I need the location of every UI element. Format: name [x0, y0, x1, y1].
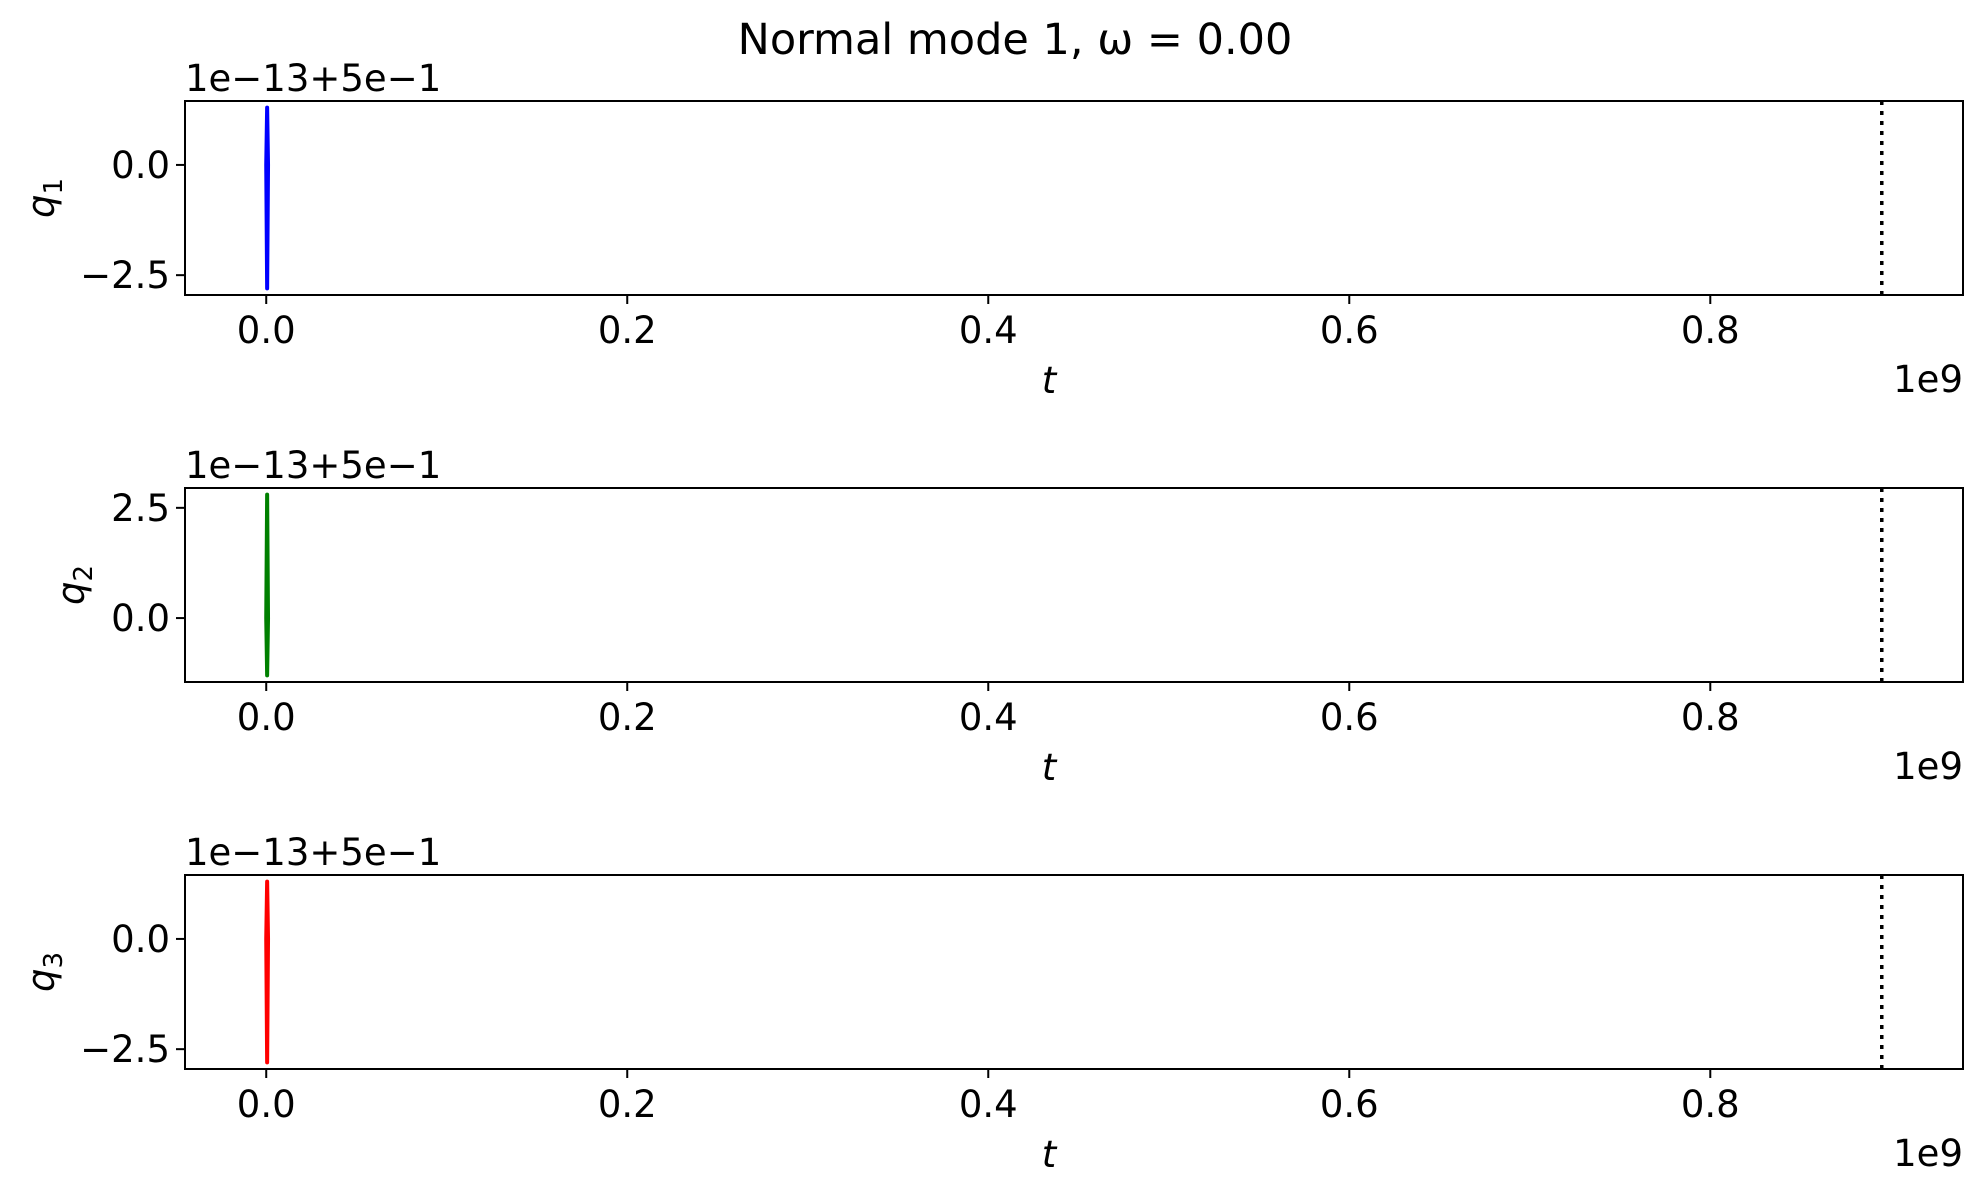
x-tick-label: 0.0	[237, 696, 296, 739]
y-tick-label: 2.5	[111, 487, 170, 530]
y-axis-label-base: q	[20, 969, 63, 993]
y-axis-label-subscript: 2	[69, 565, 99, 582]
axes-frame-q3	[184, 874, 1964, 1070]
x-tick-label: 0.6	[1320, 309, 1379, 352]
panel-q2: 0.0 0.2 0.4 0.6 0.8 2.5 0.0 1e−13+5e−1 1e9 t q2	[50, 444, 1964, 789]
y-offset-label: 1e−13+5e−1	[185, 57, 441, 100]
x-tick-label: 0.6	[1320, 1083, 1379, 1126]
figure-title: Normal mode 1, ω = 0.00	[738, 15, 1293, 65]
x-axis-label: t	[1042, 1133, 1058, 1176]
x-offset-label: 1e9	[1893, 1132, 1963, 1175]
axes-frame-q1	[184, 100, 1964, 296]
y-axis-label-subscript: 1	[39, 178, 69, 195]
axes-frame-q2	[184, 487, 1964, 683]
y-offset-label: 1e−13+5e−1	[185, 831, 441, 874]
x-tick-label: 0.2	[598, 696, 657, 739]
y-tick-label: −2.5	[80, 1028, 170, 1071]
x-axis-label: t	[1042, 359, 1058, 402]
x-tick-label: 0.4	[959, 696, 1018, 739]
x-tick-label: 0.0	[237, 1083, 296, 1126]
panel-q1: 0.0 0.2 0.4 0.6 0.8 0.0 −2.5 1e−13+5e−1 1e9 t q1	[20, 57, 1964, 402]
y-axis-label-subscript: 3	[39, 952, 69, 969]
y-axis-label-base: q	[20, 195, 63, 219]
y-axis-label-base: q	[50, 582, 93, 606]
x-axis-label: t	[1042, 746, 1058, 789]
x-offset-label: 1e9	[1893, 358, 1963, 401]
x-tick-label: 0.4	[959, 1083, 1018, 1126]
y-tick-label: −2.5	[80, 254, 170, 297]
y-offset-label: 1e−13+5e−1	[185, 444, 441, 487]
series-line-q3	[264, 879, 271, 1065]
panel-q3: 0.0 0.2 0.4 0.6 0.8 0.0 −2.5 1e−13+5e−1 1e9 t q3	[20, 831, 1964, 1176]
x-offset-label: 1e9	[1893, 745, 1963, 788]
x-tick-label: 0.0	[237, 309, 296, 352]
y-axis-label: q1	[20, 178, 69, 218]
series-line-q2	[264, 492, 271, 678]
x-tick-label: 0.2	[598, 309, 657, 352]
panels: 0.0 0.2 0.4 0.6 0.80.0−2.51e−13+5e−11e9tq10.…	[20, 57, 1964, 1176]
y-tick-label: 0.0	[111, 597, 170, 640]
y-tick-label: 0.0	[111, 918, 170, 961]
x-tick-label: 0.6	[1320, 696, 1379, 739]
x-tick-label: 0.8	[1681, 309, 1740, 352]
x-tick-label: 0.8	[1681, 1083, 1740, 1126]
y-axis-label: q2	[50, 565, 99, 605]
x-tick-label: 0.4	[959, 309, 1018, 352]
x-tick-label: 0.8	[1681, 696, 1740, 739]
y-tick-label: 0.0	[111, 144, 170, 187]
y-axis-label: q3	[20, 952, 69, 992]
x-tick-label: 0.2	[598, 1083, 657, 1126]
series-line-q1	[264, 105, 271, 291]
